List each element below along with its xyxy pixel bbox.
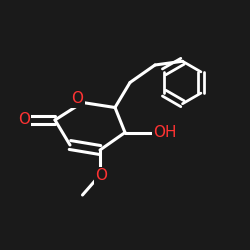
Text: O: O bbox=[18, 112, 30, 128]
Text: O: O bbox=[95, 168, 107, 183]
Text: OH: OH bbox=[153, 125, 177, 140]
Text: O: O bbox=[72, 91, 84, 106]
